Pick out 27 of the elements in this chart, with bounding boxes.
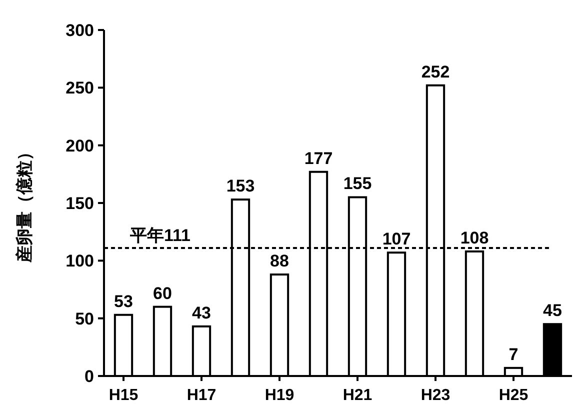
y-axis-title: 産卵量（億粒） <box>15 144 34 264</box>
x-tick-label: H25 <box>498 387 528 404</box>
y-tick-label: 50 <box>75 309 94 328</box>
x-tick-label: H23 <box>420 387 450 404</box>
x-tick-label: H15 <box>108 387 138 404</box>
data-label: 7 <box>508 344 518 364</box>
ref-line-label: 平年111 <box>129 226 190 245</box>
x-tick-label: H21 <box>342 387 372 404</box>
data-label: 252 <box>421 62 450 82</box>
data-label: 108 <box>460 228 489 248</box>
data-label: 45 <box>543 301 562 320</box>
y-tick-label: 150 <box>66 194 94 213</box>
data-label: 60 <box>153 284 172 303</box>
data-label: 177 <box>304 148 333 168</box>
x-tick-label: H19 <box>264 387 294 404</box>
x-tick-label: H17 <box>186 387 216 404</box>
y-tick-label: 100 <box>66 252 94 271</box>
data-label: 155 <box>343 174 372 194</box>
data-label: 153 <box>226 176 255 196</box>
y-tick-label: 250 <box>66 78 94 98</box>
y-tick-label: 200 <box>66 136 94 156</box>
data-label: 53 <box>114 292 133 311</box>
data-label: 107 <box>382 230 411 249</box>
y-tick-label: 0 <box>84 367 94 386</box>
data-label: 43 <box>192 303 211 322</box>
data-label: 88 <box>270 252 289 271</box>
y-tick-label: 300 <box>66 21 94 40</box>
